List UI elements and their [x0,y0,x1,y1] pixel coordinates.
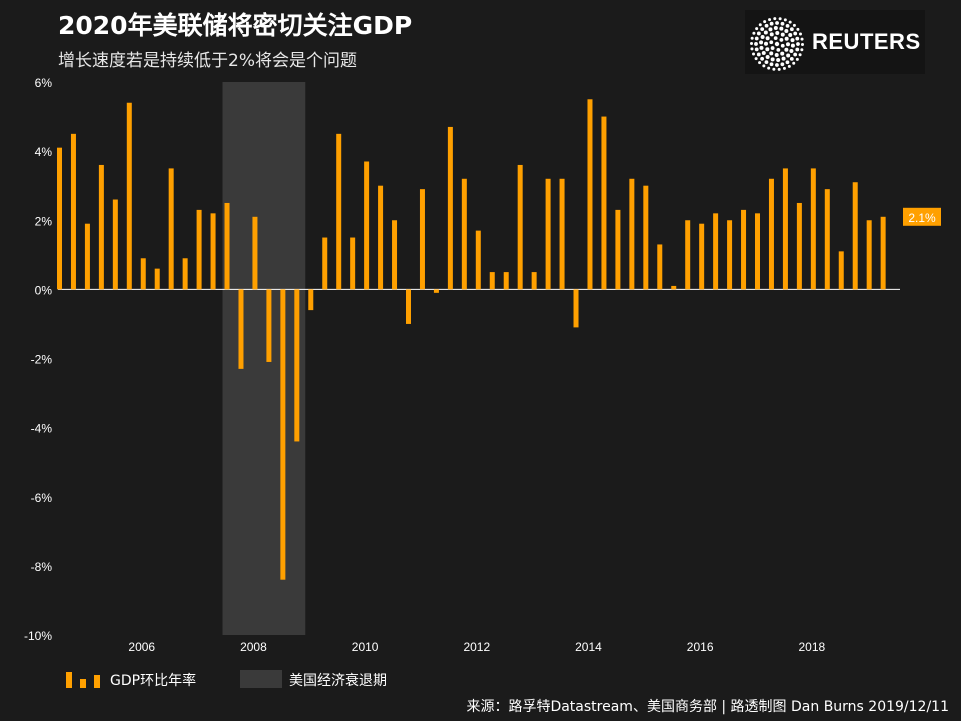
bar [308,289,314,311]
bar [336,133,342,290]
bar [810,168,816,290]
logo-text: REUTERS [812,29,921,54]
bar [266,289,272,362]
bar [57,147,62,290]
bar [601,116,607,290]
y-tick-label: 0% [35,283,53,297]
x-tick-label: 2018 [798,640,825,654]
source-note: 来源：路孚特Datastream、美国商务部 | 路透制图 Dan Burns … [466,699,949,715]
bar [126,102,132,290]
legend-swatch-gdp [66,672,102,688]
bar [880,216,886,290]
bar [140,258,146,290]
bar [489,272,495,290]
bar [866,220,872,290]
y-tick-label: -10% [24,629,52,643]
bar [196,209,202,290]
bar [643,185,649,290]
reuters-logo: REUTERS [745,10,925,74]
bar [755,213,760,290]
bar [447,126,453,290]
bar [741,209,747,290]
bar [727,220,733,290]
bar [475,230,481,290]
y-tick-label: 4% [35,145,53,159]
chart-subtitle: 增长速度若是持续低于2%将会是个问题 [58,51,357,71]
bar [685,220,691,290]
bar [433,289,439,293]
bar [294,289,300,442]
bar [182,258,188,290]
bar [671,285,677,290]
bar [350,237,356,290]
x-tick-label: 2014 [575,640,602,654]
bar [168,168,174,290]
y-tick-label: -6% [31,491,53,505]
bar [852,182,858,290]
x-tick-label: 2012 [463,640,490,654]
y-tick-label: -2% [31,353,53,367]
bar [796,202,802,290]
bar [364,161,370,290]
y-tick-label: -8% [31,560,53,574]
legend-label-gdp: GDP环比年率 [110,673,197,689]
y-tick-label: 2% [35,214,53,228]
bar [629,178,635,290]
chart-title: 2020年美联储将密切关注GDP [58,11,413,40]
bar [768,178,774,290]
x-tick-label: 2006 [128,640,155,654]
bar [782,168,788,290]
bar [98,164,104,290]
last-value-badge [903,207,941,226]
bar [587,99,593,290]
x-tick-label: 2010 [352,640,379,654]
bar [517,164,523,290]
bar [503,272,509,290]
bar [713,213,719,290]
bar [210,213,216,290]
bar [699,223,705,290]
y-tick-label: 6% [35,76,53,90]
bar [838,251,844,290]
bar [559,178,565,290]
bar [238,289,244,369]
bar [84,223,90,290]
bar [224,202,230,290]
bar [657,244,663,290]
bar [615,209,621,290]
bar [573,289,579,328]
legend-swatch-recession [240,670,282,688]
recession-band [222,82,306,635]
bar [824,189,830,290]
x-tick-label: 2008 [240,640,267,654]
bar [406,289,411,324]
bar [154,268,160,290]
bar [70,133,76,290]
bar [112,199,118,290]
bar [419,189,425,290]
bar [322,237,328,290]
bar [252,216,258,290]
last-value-label: 2.1% [908,211,936,225]
reuters-dot-logo-icon [750,17,804,71]
legend-label-recession: 美国经济衰退期 [289,673,387,689]
bar [545,178,551,290]
bar [280,289,286,580]
y-tick-label: -4% [31,422,53,436]
bar [392,220,398,290]
bar [378,185,384,290]
bar [461,178,467,290]
bar [531,272,537,290]
x-tick-label: 2016 [687,640,714,654]
